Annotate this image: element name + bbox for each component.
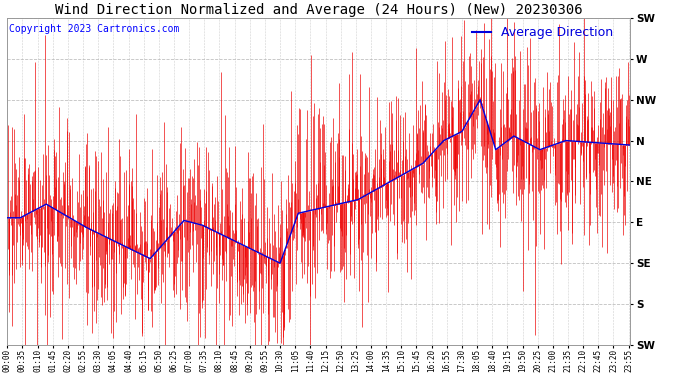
Legend: Average Direction: Average Direction (467, 21, 618, 44)
Text: Copyright 2023 Cartronics.com: Copyright 2023 Cartronics.com (8, 24, 179, 34)
Title: Wind Direction Normalized and Average (24 Hours) (New) 20230306: Wind Direction Normalized and Average (2… (55, 3, 582, 17)
